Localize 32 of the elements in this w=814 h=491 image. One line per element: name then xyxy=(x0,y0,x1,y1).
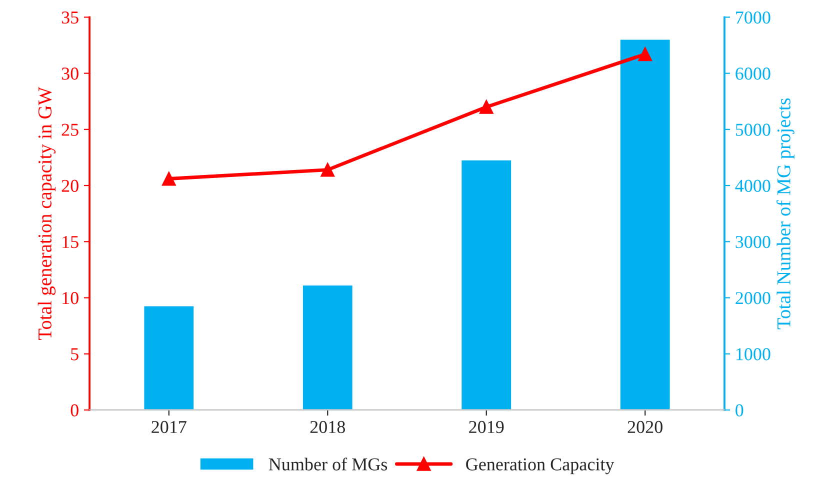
y-tick-label: 30 xyxy=(62,68,78,80)
y-tick-label: 15 xyxy=(62,236,78,248)
x-tick-label: 2019 xyxy=(469,420,504,434)
legend-label: Generation Capacity xyxy=(466,458,614,474)
y-tick-label: 0 xyxy=(70,404,78,416)
y-tick-label: 5 xyxy=(71,348,78,360)
y2-tick-label: 0 xyxy=(736,404,744,416)
y-axis-title: Total generation capacity in GW xyxy=(38,86,56,340)
y2-tick-label: 4000 xyxy=(735,180,770,192)
point xyxy=(479,100,494,114)
point xyxy=(638,47,652,62)
y-tick-label: 35 xyxy=(62,11,78,24)
bar xyxy=(302,284,354,410)
x-tick-label: 2017 xyxy=(152,420,186,434)
y2-tick-label: 5000 xyxy=(736,124,770,136)
y2-tick-label: 3000 xyxy=(736,236,770,248)
point xyxy=(162,172,176,186)
y2-tick-label: 1000 xyxy=(736,348,770,360)
y2-tick-label: 7000 xyxy=(736,11,770,24)
y-tick-label: 25 xyxy=(62,124,78,136)
y-tick-label: 20 xyxy=(62,180,78,192)
bar xyxy=(142,304,195,410)
y2-axis-title: Total Number of MG projects xyxy=(776,98,794,330)
y2-tick-label: 6000 xyxy=(736,68,770,80)
x-tick-label: 2020 xyxy=(628,420,662,434)
x-tick-label: 2018 xyxy=(310,420,345,434)
legend-label: Number of MGs xyxy=(268,458,388,470)
bar xyxy=(619,38,672,410)
y-tick-label: 10 xyxy=(62,292,78,304)
bar xyxy=(460,159,512,410)
y2-tick-label: 2000 xyxy=(736,292,770,304)
point xyxy=(320,162,335,177)
